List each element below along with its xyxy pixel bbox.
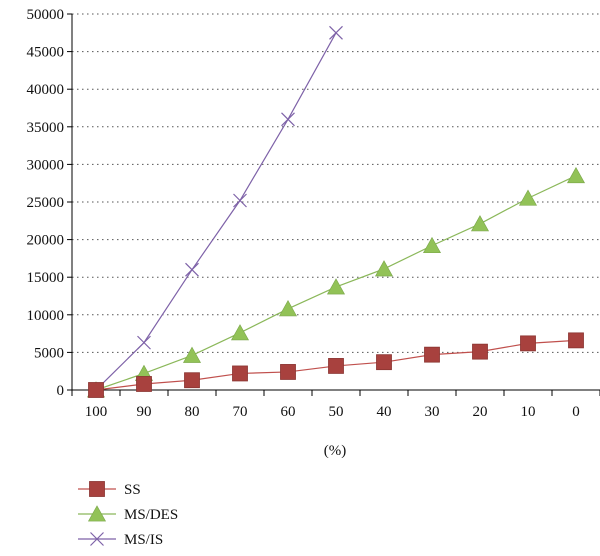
data-point bbox=[230, 324, 250, 341]
data-point bbox=[232, 365, 248, 382]
series-line bbox=[95, 32, 337, 391]
x-tick-label: 70 bbox=[233, 404, 248, 420]
data-point bbox=[280, 364, 296, 380]
data-point bbox=[518, 189, 538, 206]
data-point bbox=[566, 166, 586, 184]
y-tick-label: 40000 bbox=[27, 82, 65, 98]
legend-marker bbox=[90, 532, 104, 546]
series-ms-is bbox=[89, 25, 343, 397]
y-tick-label: 25000 bbox=[27, 195, 65, 211]
legend: SS MS/DES MS/IS bbox=[78, 481, 178, 548]
y-tick-label: 10000 bbox=[27, 308, 65, 324]
y-tick-label: 5000 bbox=[34, 345, 64, 361]
x-axis-tick-labels: 100 90 80 70 60 50 40 30 20 10 0 bbox=[71, 390, 600, 420]
legend-label: MS/DES bbox=[124, 507, 178, 523]
legend-label: SS bbox=[124, 482, 141, 498]
series-ss bbox=[88, 332, 584, 398]
y-tick-label: 0 bbox=[57, 383, 65, 399]
data-point bbox=[568, 332, 584, 349]
legend-item: MS/DES bbox=[78, 505, 178, 523]
y-axis-tick-labels: 0 5000 10000 15000 20000 25000 30000 35000 40000… bbox=[27, 7, 72, 399]
data-point bbox=[329, 25, 343, 40]
data-point bbox=[328, 358, 344, 374]
y-tick-label: 35000 bbox=[27, 120, 65, 136]
legend-label: MS/IS bbox=[124, 532, 163, 548]
x-tick-label: 90 bbox=[137, 404, 152, 420]
data-point bbox=[374, 260, 394, 277]
data-point bbox=[424, 346, 440, 363]
x-tick-label: 50 bbox=[329, 404, 344, 420]
data-point bbox=[278, 300, 298, 317]
legend-item: MS/IS bbox=[78, 532, 163, 548]
y-tick-label: 50000 bbox=[27, 7, 65, 23]
x-axis-label: (%) bbox=[324, 443, 347, 459]
x-tick-label: 30 bbox=[425, 404, 440, 420]
legend-item: SS bbox=[78, 481, 141, 498]
y-tick-label: 45000 bbox=[27, 45, 65, 61]
data-point bbox=[376, 354, 392, 371]
data-point bbox=[520, 335, 536, 352]
data-point bbox=[185, 262, 199, 277]
grid-lines bbox=[72, 13, 600, 353]
data-point bbox=[182, 346, 202, 363]
data-point bbox=[472, 343, 488, 360]
data-point bbox=[281, 112, 295, 127]
x-tick-label: 20 bbox=[473, 404, 488, 420]
data-point bbox=[137, 335, 151, 350]
data-point bbox=[184, 372, 200, 389]
data-point bbox=[88, 382, 104, 398]
data-point bbox=[233, 193, 247, 208]
legend-marker bbox=[87, 505, 107, 522]
x-tick-label: 60 bbox=[281, 404, 296, 420]
x-tick-label: 80 bbox=[185, 404, 200, 420]
data-point bbox=[422, 236, 442, 254]
data-point bbox=[136, 376, 152, 392]
data-point bbox=[470, 215, 490, 232]
x-tick-label: 40 bbox=[377, 404, 392, 420]
x-tick-label: 0 bbox=[572, 404, 580, 420]
x-tick-label: 10 bbox=[521, 404, 536, 420]
legend-marker bbox=[89, 481, 105, 497]
y-tick-label: 15000 bbox=[27, 270, 65, 286]
y-tick-label: 30000 bbox=[27, 157, 65, 173]
y-tick-label: 20000 bbox=[27, 233, 65, 249]
series-group bbox=[86, 25, 586, 398]
data-point bbox=[326, 278, 346, 295]
x-tick-label: 100 bbox=[85, 404, 108, 420]
